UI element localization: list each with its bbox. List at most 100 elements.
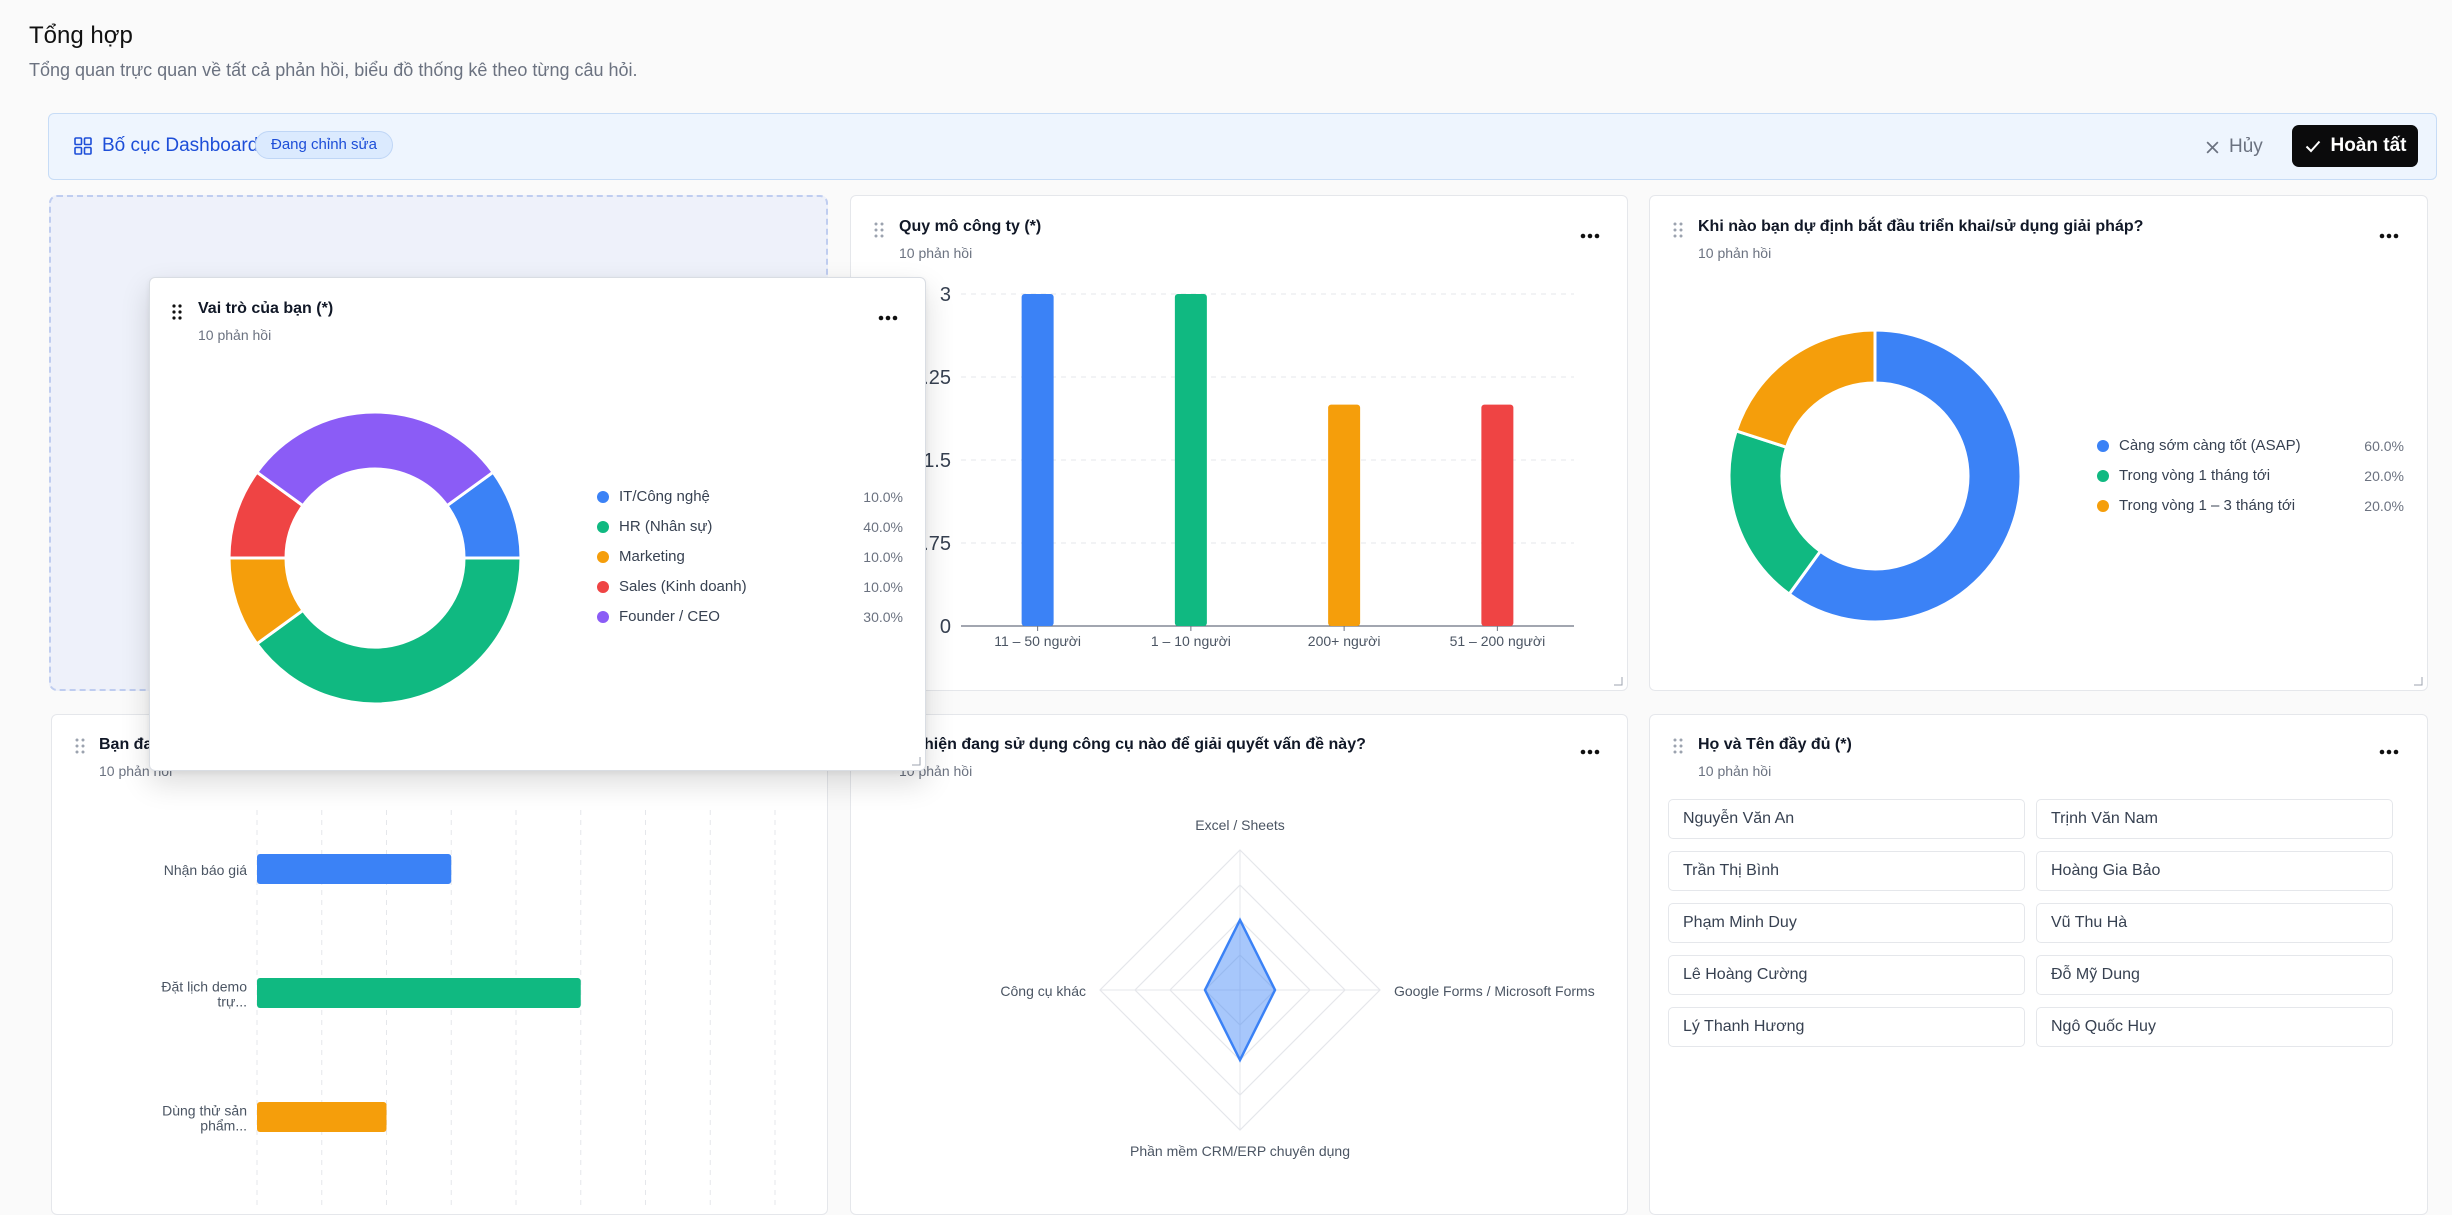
cancel-label: Hủy	[2229, 136, 2263, 157]
legend-percent: 40.0%	[863, 519, 903, 535]
close-icon	[2206, 141, 2219, 153]
drag-handle-icon[interactable]	[171, 303, 183, 321]
legend-item: Marketing	[597, 548, 685, 565]
legend-label: HR (Nhân sự)	[619, 518, 713, 535]
legend-label: Marketing	[619, 548, 685, 565]
x-tick-label: 1 – 10 người	[1151, 633, 1231, 649]
legend-label: Sales (Kinh doanh)	[619, 578, 747, 595]
resize-handle-icon[interactable]	[911, 756, 921, 766]
y-tick-label: 0	[940, 616, 951, 638]
legend-percent: 10.0%	[863, 549, 903, 565]
drag-handle-icon[interactable]	[1672, 737, 1684, 755]
legend-item: Càng sớm càng tốt (ASAP)	[2097, 437, 2301, 454]
radar-axis-label: Google Forms / Microsoft Forms	[1394, 983, 1595, 999]
bar	[1328, 404, 1361, 626]
bar	[257, 1102, 387, 1132]
radar-axis-label: Công cụ khác	[1000, 983, 1086, 999]
done-button[interactable]: Hoàn tất	[2292, 125, 2418, 167]
response-count: 10 phản hồi	[1698, 763, 1772, 779]
legend-item: Founder / CEO	[597, 608, 720, 625]
legend-percent: 10.0%	[863, 489, 903, 505]
legend-swatch	[597, 610, 609, 623]
radar-area	[1203, 917, 1277, 1063]
card-title: Khi nào bạn dự định bắt đầu triển khai/s…	[1698, 218, 2144, 235]
name-item: Ngô Quốc Huy	[2036, 1007, 2393, 1047]
y-tick-label: Nhận báo giá	[164, 862, 248, 878]
card-title: Quy mô công ty (*)	[899, 218, 1042, 235]
start-time-donut-chart	[1727, 328, 2023, 624]
legend-swatch	[597, 580, 609, 593]
legend-swatch	[2097, 499, 2109, 512]
name-item: Nguyễn Văn An	[1668, 799, 2025, 839]
bar	[257, 978, 581, 1008]
name-item: Trần Thị Bình	[1668, 851, 2025, 891]
check-icon	[2305, 140, 2320, 153]
more-options-icon[interactable]	[2378, 748, 2400, 756]
card-company-size: Quy mô công ty (*) 10 phản hồi 0 0.75 1.5 2…	[850, 195, 1628, 691]
legend-item: Sales (Kinh doanh)	[597, 578, 747, 595]
dashboard-layout-icon	[74, 137, 92, 155]
legend-item: Trong vòng 1 – 3 tháng tới	[2097, 497, 2295, 514]
legend-item: Trong vòng 1 tháng tới	[2097, 467, 2270, 484]
page-title: Tổng hợp	[29, 22, 133, 49]
response-count: 10 phản hồi	[1698, 245, 1772, 261]
donut-slice	[1734, 328, 1877, 450]
legend-swatch	[2097, 469, 2109, 482]
cancel-button[interactable]: Hủy	[2205, 134, 2263, 160]
name-item: Lê Hoàng Cường	[1668, 955, 2025, 995]
legend-swatch	[597, 520, 609, 533]
drag-handle-icon[interactable]	[74, 737, 86, 755]
card-title: Bạn đa	[99, 736, 153, 753]
bar	[1021, 294, 1054, 626]
donut-slice	[254, 556, 523, 706]
legend-swatch	[597, 490, 609, 503]
radar-axis-label: Phần mềm CRM/ERP chuyên dụng	[1130, 1143, 1350, 1159]
radar-axis-label: Excel / Sheets	[1195, 817, 1285, 833]
card-title: Họ và Tên đầy đủ (*)	[1698, 736, 1852, 753]
name-item: Lý Thanh Hương	[1668, 1007, 2025, 1047]
response-count: 10 phản hồi	[899, 245, 973, 261]
legend-label: Càng sớm càng tốt (ASAP)	[2119, 437, 2301, 454]
x-tick-label: 200+ người	[1308, 633, 1381, 649]
y-tick-label: trự...	[217, 994, 247, 1010]
legend-percent: 60.0%	[2364, 438, 2404, 454]
legend-item: HR (Nhân sự)	[597, 518, 712, 535]
card-start-time: Khi nào bạn dự định bắt đầu triển khai/s…	[1649, 195, 2428, 691]
bar	[1174, 294, 1207, 626]
name-item: Phạm Minh Duy	[1668, 903, 2025, 943]
role-donut-chart	[227, 410, 523, 706]
tools-radar-chart: Excel / Sheets Google Forms / Microsoft F…	[1000, 817, 1595, 1159]
y-tick-label: Dùng thử sản	[162, 1103, 247, 1119]
legend-percent: 20.0%	[2364, 468, 2404, 484]
bar	[1481, 404, 1514, 626]
card-full-name: Họ và Tên đầy đủ (*) 10 phản hồi Nguyễn …	[1649, 714, 2428, 1215]
more-options-icon[interactable]	[1579, 748, 1601, 756]
drag-handle-icon[interactable]	[1672, 221, 1684, 239]
legend-percent: 20.0%	[2364, 498, 2404, 514]
layout-edit-bar: Bố cục Dashboard Đang chỉnh sửa Hủy Hoàn…	[48, 113, 2437, 180]
y-tick-label: phẩm...	[200, 1118, 247, 1134]
legend-percent: 30.0%	[863, 609, 903, 625]
donut-slice	[1787, 328, 2023, 624]
bar	[257, 854, 452, 884]
name-item: Vũ Thu Hà	[2036, 903, 2393, 943]
donut-slice	[1727, 428, 1823, 597]
card-title: Vai trò của bạn (*)	[198, 300, 334, 317]
more-options-icon[interactable]	[2378, 232, 2400, 240]
resize-handle-icon[interactable]	[2413, 676, 2423, 686]
more-options-icon[interactable]	[877, 314, 899, 322]
y-tick-label: 3	[940, 284, 951, 306]
more-options-icon[interactable]	[1579, 232, 1601, 240]
x-tick-label: 11 – 50 người	[994, 633, 1081, 649]
legend-label: IT/Công nghệ	[619, 488, 710, 505]
done-label: Hoàn tất	[2330, 135, 2407, 156]
legend-label: Founder / CEO	[619, 608, 720, 625]
drag-handle-icon[interactable]	[873, 221, 885, 239]
x-tick-label: 51 – 200 người	[1450, 633, 1546, 649]
legend-percent: 10.0%	[863, 579, 903, 595]
card-role-dragging[interactable]: Vai trò của bạn (*) 10 phản hồi IT/Công …	[149, 277, 926, 771]
resize-handle-icon[interactable]	[1613, 676, 1623, 686]
card-tools: hiện đang sử dụng công cụ nào để giải qu…	[850, 714, 1628, 1215]
